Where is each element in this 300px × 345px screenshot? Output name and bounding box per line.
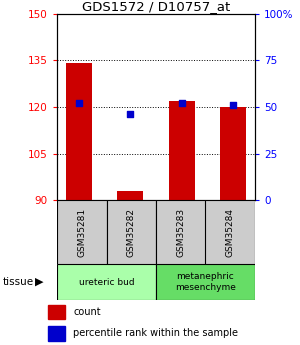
Bar — [220, 107, 246, 200]
Text: tissue: tissue — [3, 277, 34, 287]
Bar — [206, 200, 255, 264]
Bar — [48, 305, 65, 319]
Text: ▶: ▶ — [35, 277, 43, 287]
Bar — [66, 63, 92, 200]
Point — [179, 100, 184, 106]
Text: GSM35281: GSM35281 — [77, 207, 86, 257]
Text: GSM35284: GSM35284 — [226, 207, 235, 257]
Bar — [169, 101, 195, 200]
Bar — [48, 326, 65, 341]
Text: GSM35283: GSM35283 — [176, 207, 185, 257]
Point — [128, 112, 133, 117]
Point — [76, 100, 81, 106]
Title: GDS1572 / D10757_at: GDS1572 / D10757_at — [82, 0, 230, 13]
Text: ureteric bud: ureteric bud — [79, 277, 134, 287]
Bar — [117, 191, 143, 200]
Text: GSM35282: GSM35282 — [127, 207, 136, 257]
Bar — [156, 264, 255, 300]
Text: percentile rank within the sample: percentile rank within the sample — [73, 328, 238, 338]
Bar — [156, 200, 206, 264]
Text: metanephric
mesenchyme: metanephric mesenchyme — [175, 272, 236, 292]
Point — [231, 102, 236, 108]
Bar — [57, 264, 156, 300]
Bar — [106, 200, 156, 264]
Text: count: count — [73, 307, 101, 317]
Bar — [57, 200, 106, 264]
